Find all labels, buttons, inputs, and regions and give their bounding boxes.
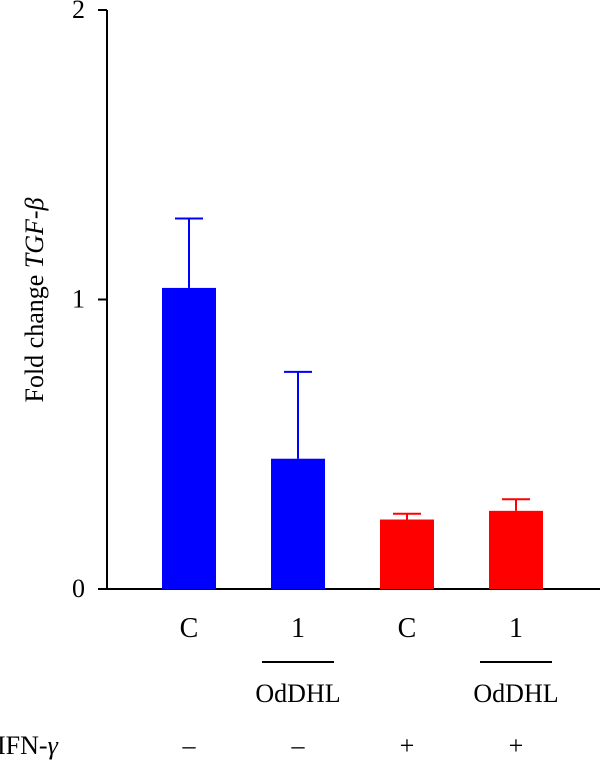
x-tick-label: 1 [291, 613, 305, 644]
treatment-label-prefix: IFN- [0, 731, 48, 760]
bar [380, 519, 434, 589]
group-label-1: OdDHL [255, 679, 340, 708]
y-tick-label: 0 [72, 574, 85, 603]
treatment-value: – [182, 731, 197, 760]
treatment-values: – – + + [182, 731, 524, 760]
treatment-value: – [291, 731, 306, 760]
x-tick-label: 1 [509, 613, 523, 644]
treatment-label-symbol: γ [48, 731, 59, 760]
group-label-2: OdDHL [473, 679, 558, 708]
bar [489, 510, 543, 589]
y-tick-label: 2 [72, 0, 85, 24]
x-tick-label: C [398, 613, 417, 644]
bar [271, 458, 325, 589]
x-tick-labels: C 1 C 1 [180, 613, 523, 644]
treatment-row-label: IFN-γ [0, 731, 59, 760]
x-tick-label: C [180, 613, 199, 644]
y-axis-label: Fold change TGF-β [20, 197, 49, 402]
bar [162, 287, 216, 589]
y-ticks: 0 1 2 [72, 0, 107, 603]
y-axis-label-prefix: Fold change [20, 268, 49, 402]
y-axis-label-gene: TGF-β [20, 197, 49, 268]
treatment-value: + [400, 731, 415, 760]
y-tick-label: 1 [72, 285, 85, 314]
bars [162, 217, 543, 589]
treatment-value: + [509, 731, 524, 760]
